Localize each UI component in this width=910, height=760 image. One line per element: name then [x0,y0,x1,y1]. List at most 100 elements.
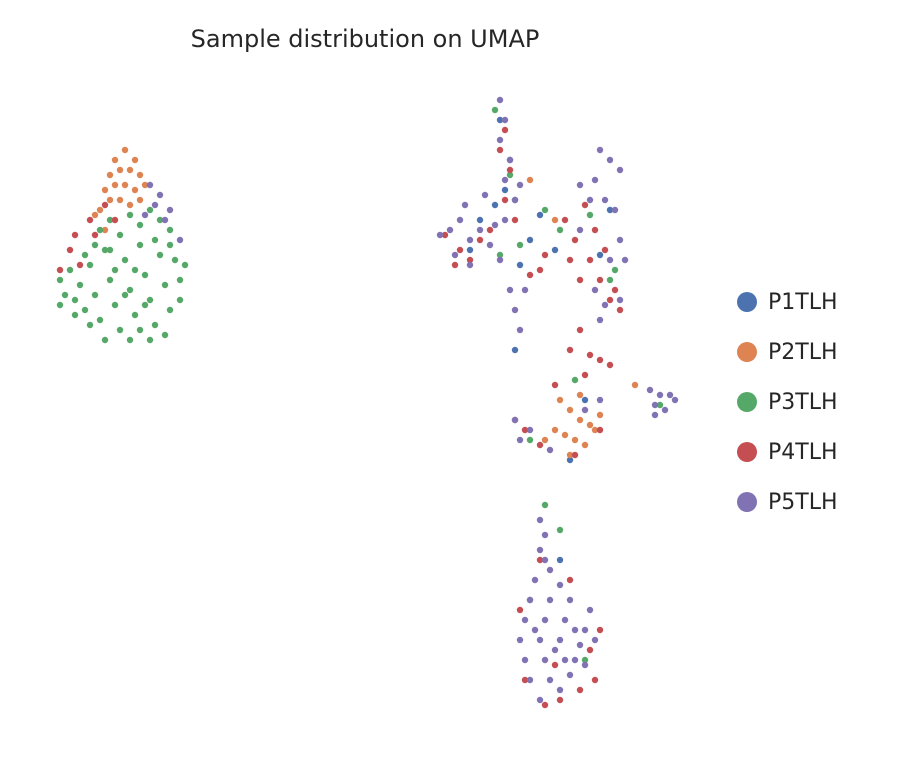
point [486,226,494,234]
point [146,336,154,344]
point [536,211,544,219]
point [76,281,84,289]
point [86,216,94,224]
point [596,146,604,154]
point [176,236,184,244]
point [516,436,524,444]
point [601,301,609,309]
point [126,336,134,344]
point [141,211,149,219]
point [541,556,549,564]
point [581,396,589,404]
point [606,206,614,214]
point [611,266,619,274]
point [136,171,144,179]
point [541,616,549,624]
point [131,266,139,274]
point [551,646,559,654]
point [496,96,504,104]
point [496,116,504,124]
point [521,676,529,684]
point [121,181,129,189]
point [506,166,514,174]
point [111,301,119,309]
point [456,216,464,224]
point [96,206,104,214]
point [561,431,569,439]
point [91,241,99,249]
point [71,296,79,304]
point [576,326,584,334]
point [111,266,119,274]
point [606,256,614,264]
point [56,276,64,284]
point [101,201,109,209]
point [96,226,104,234]
point [566,456,574,464]
point [446,226,454,234]
point [551,246,559,254]
point [566,671,574,679]
point [651,411,659,419]
point [151,236,159,244]
point [511,306,519,314]
point [521,656,529,664]
point [571,626,579,634]
point [141,301,149,309]
point [596,626,604,634]
point [576,391,584,399]
point [491,201,499,209]
legend-label: P1TLH [768,290,838,315]
legend-marker [737,342,757,362]
point [496,136,504,144]
point [556,396,564,404]
point [526,436,534,444]
point [71,231,79,239]
point [151,321,159,329]
point [576,226,584,234]
point [531,576,539,584]
point [91,211,99,219]
point [586,646,594,654]
point [526,271,534,279]
point [71,311,79,319]
point [536,441,544,449]
point [511,216,519,224]
point [106,171,114,179]
point [591,286,599,294]
point [576,686,584,694]
point [131,156,139,164]
point [551,661,559,669]
point [611,206,619,214]
point [511,196,519,204]
point [516,326,524,334]
point [506,171,514,179]
point [571,376,579,384]
point [161,281,169,289]
point [556,696,564,704]
legend-marker [737,442,757,462]
point [556,556,564,564]
legend-marker [737,392,757,412]
point [136,196,144,204]
point [581,441,589,449]
point [616,236,624,244]
point [106,246,114,254]
point [476,226,484,234]
point [126,211,134,219]
point [66,246,74,254]
point [546,446,554,454]
point [581,406,589,414]
point [546,676,554,684]
point [66,266,74,274]
point [591,636,599,644]
point [536,546,544,554]
point [581,661,589,669]
point [491,106,499,114]
point [616,296,624,304]
point [151,201,159,209]
legend-marker [737,292,757,312]
point [586,196,594,204]
point [141,181,149,189]
point [146,181,154,189]
